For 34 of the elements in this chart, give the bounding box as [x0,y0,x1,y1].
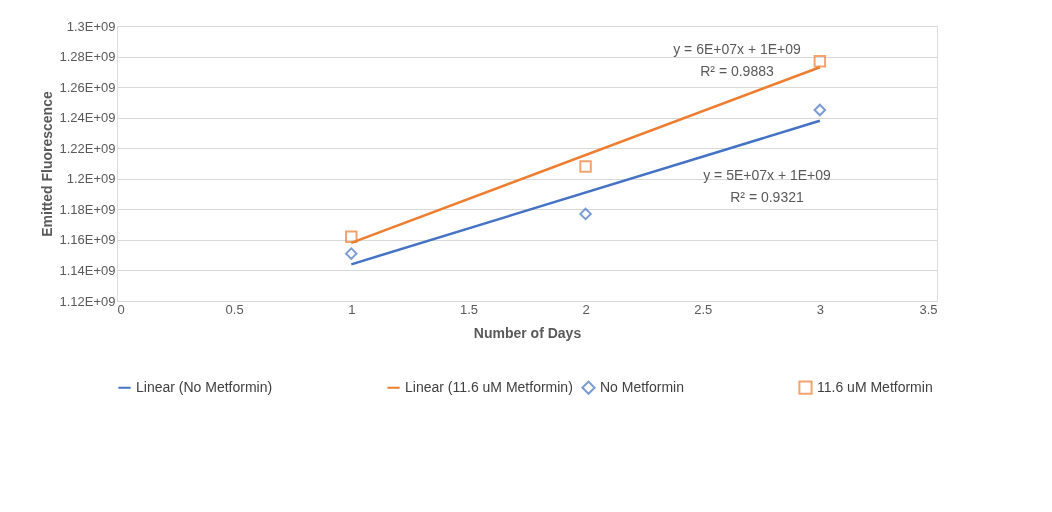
annotation: R² = 0.9321 [730,189,804,205]
y-tick-label: 1.18E+09 [59,201,116,217]
x-tick-label: 2 [582,301,590,317]
y-tick-label: 1.14E+09 [59,262,116,278]
x-tick-label: 1.5 [459,301,478,317]
y-tick-label: 1.26E+09 [59,79,116,95]
point [579,160,592,173]
annotation: y = 6E+07x + 1E+09 [673,41,802,57]
y-tick-label: 1.16E+09 [59,232,116,248]
y-tick-label: 1.28E+09 [59,49,116,65]
y-tick-label: 1.12E+09 [59,293,116,309]
x-axis-title: Number of Days [473,324,582,341]
legend-label: Linear (No Metformin) [136,378,273,395]
y-tick-label: 1.22E+09 [59,140,116,156]
x-tick-label: 3 [816,301,824,317]
x-tick-label: 3.5 [919,301,938,317]
x-tick-label: 0.5 [225,301,244,317]
point [345,230,358,244]
point [813,54,827,68]
y-tick-label: 1.3E+09 [66,18,116,34]
y-axis-title: Emitted Fluorescence [39,91,56,237]
legend-label: No Metformin [600,378,685,395]
x-tick-label: 0 [117,301,125,317]
point [579,207,592,221]
point [813,103,827,117]
y-tick-label: 1.2E+09 [66,171,116,187]
legend-label: Linear (11.6 uM Metformin) [405,378,573,395]
point [345,247,358,260]
annotation: R² = 0.9883 [700,63,774,79]
x-tick-label: 1 [348,301,356,317]
y-tick-label: 1.24E+09 [59,110,116,126]
legend-label: 11.6 uM Metformin [817,378,933,395]
annotation: y = 5E+07x + 1E+09 [703,167,832,183]
x-tick-label: 2.5 [694,301,713,317]
